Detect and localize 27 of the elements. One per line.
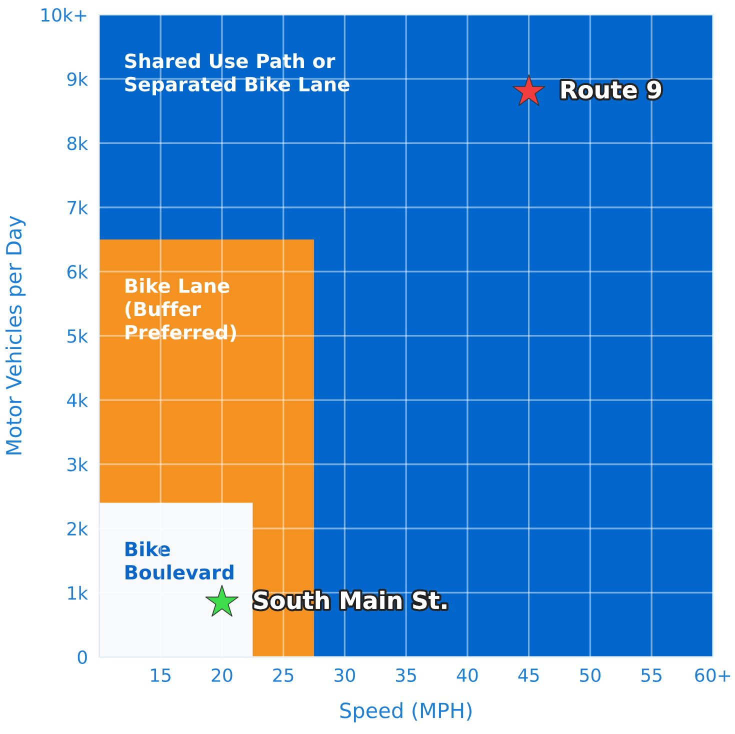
y-tick-label: 2k [67, 522, 88, 536]
x-axis-title: Speed (MPH) [340, 702, 472, 722]
x-tick-label: 15 [151, 668, 171, 682]
y-tick-label: 8k [67, 136, 88, 150]
y-tick-label: 1k [68, 586, 88, 600]
x-tick-label: 30 [334, 668, 356, 682]
y-tick-label: 9k [67, 72, 88, 86]
x-tick-label: 35 [396, 668, 416, 682]
x-tick-label: 55 [641, 668, 662, 682]
y-tick-label: 10k+ [42, 8, 86, 22]
y-axis-title: Motor Vehicles per Day [6, 216, 26, 454]
y-tick-label: 5k [68, 328, 88, 343]
y-tick-label: 7k [68, 200, 88, 214]
annotation: Route 9 [562, 80, 662, 99]
y-tick-label: 4k [67, 393, 88, 407]
x-tick-label: 45 [518, 668, 539, 682]
y-tick-label: 0 [78, 650, 87, 664]
x-tick-label: 60+ [695, 668, 730, 682]
y-tick-label: 3k [68, 457, 88, 472]
series-label: Bike Boulevard [126, 541, 234, 580]
x-tick-label: 25 [273, 668, 294, 682]
y-tick-label: 6k [67, 264, 88, 279]
series-label: Shared Use Path or Separated Bike Lane [125, 53, 350, 96]
x-tick-label: 20 [212, 668, 232, 682]
x-tick-label: 50 [580, 668, 600, 682]
x-tick-label: 40 [456, 668, 478, 682]
series-label: Bike Lane (Buffer Preferred) [125, 278, 236, 342]
